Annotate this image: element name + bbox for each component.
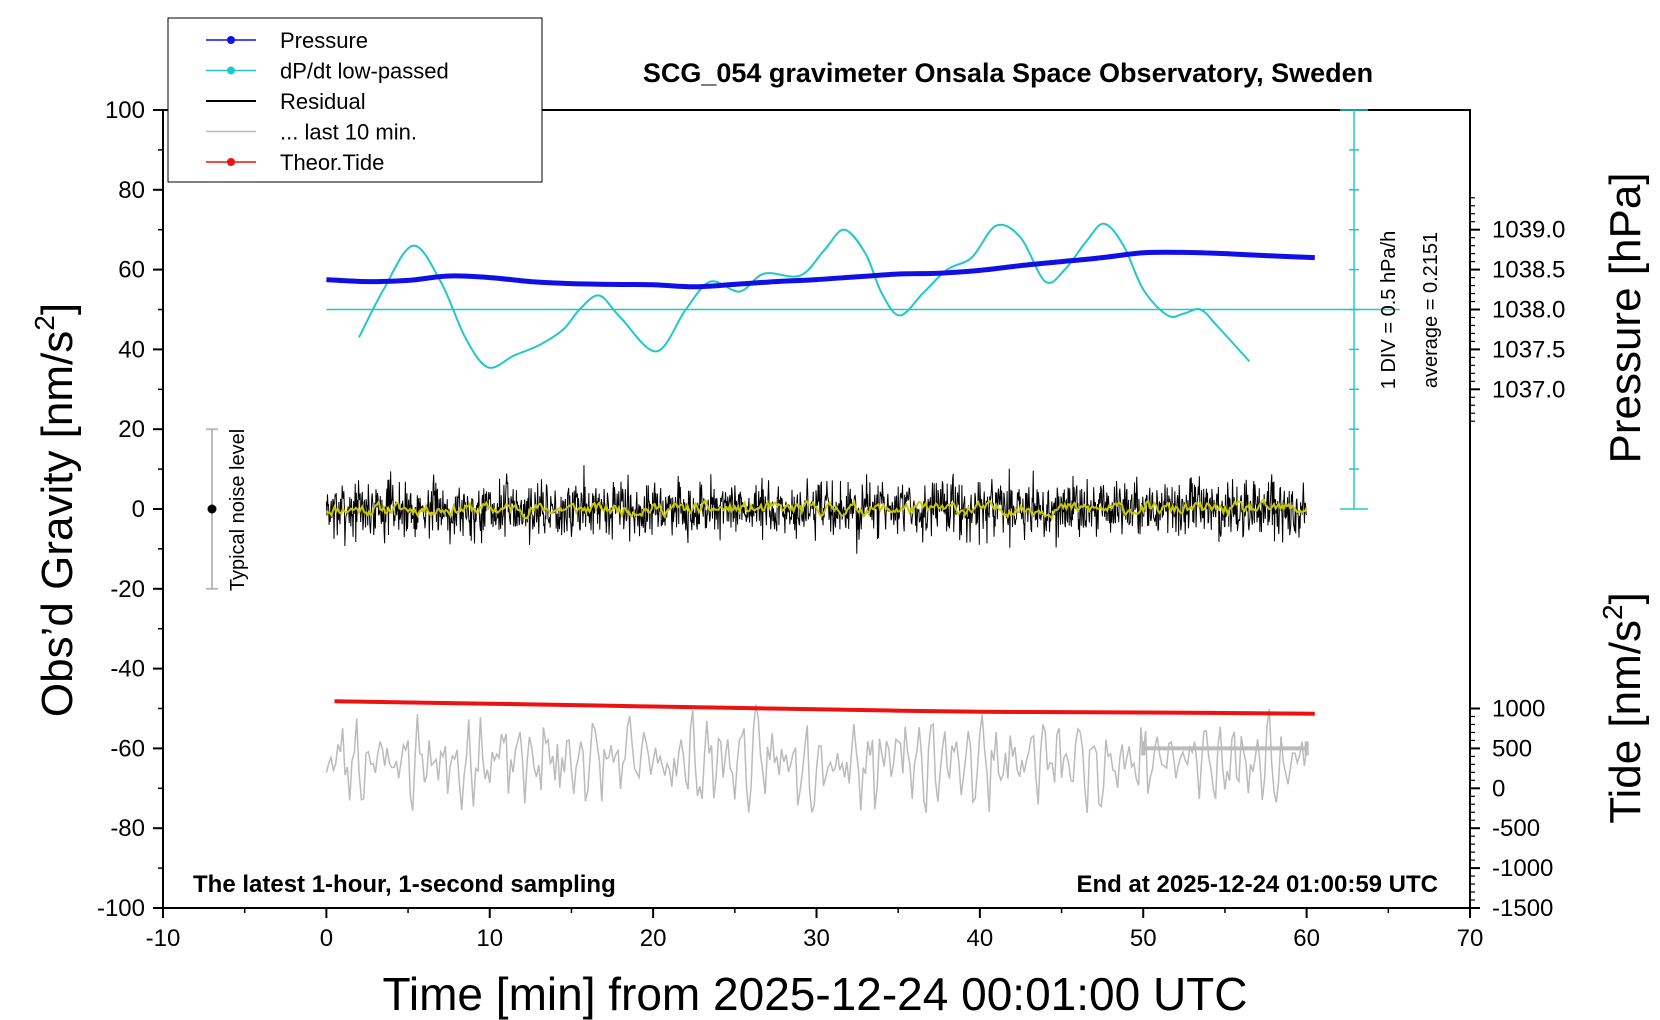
y-left-tick-label: 20 — [118, 416, 145, 443]
y-axis-tide-title-text: Tide [nm/s — [1601, 620, 1650, 824]
note-sampling: The latest 1-hour, 1-second sampling — [193, 871, 616, 898]
x-tick-label: 50 — [1130, 925, 1157, 952]
series-residual — [325, 465, 1308, 554]
y-left-tick-label: -60 — [110, 735, 145, 762]
y-left-tick-label: 80 — [118, 177, 145, 204]
legend-swatch-marker — [227, 36, 235, 44]
pressure-tick-label: 1037.0 — [1492, 376, 1565, 403]
x-tick-label: 30 — [803, 925, 830, 952]
pressure-tick-label: 1038.5 — [1492, 257, 1565, 284]
tide-tick-label: 0 — [1492, 775, 1505, 802]
dpdt-average-label: average = 0.2151 — [1420, 232, 1442, 388]
x-tick-label: 40 — [967, 925, 994, 952]
tide-tick-label: -1000 — [1492, 855, 1553, 882]
series-residual-smoothed — [325, 498, 1308, 520]
dpdt-scale-label: 1 DIV = 0.5 hPa/h — [1378, 231, 1400, 389]
series-dpdt-low-passed — [358, 222, 1251, 369]
y-axis-left-title-text: Obs’d Gravity [nm/s — [33, 331, 82, 717]
y-left-tick-label: -40 — [110, 656, 145, 683]
legend-label: ... last 10 min. — [280, 120, 417, 145]
y-axis-pressure-title: Pressure [hPa] — [1601, 172, 1650, 463]
x-axis-title: Time [min] from 2025-12-24 00:01:00 UTC — [383, 968, 1248, 1020]
pressure-tick-label: 1037.5 — [1492, 336, 1565, 363]
y-left-tick-label: 100 — [105, 97, 145, 124]
y-axis-tide-title-close: ] — [1601, 592, 1650, 604]
y-left-tick-label: 40 — [118, 336, 145, 363]
y-left-tick-label: -100 — [97, 895, 145, 922]
y-axis-tide-title: Tide [nm/s2] — [1597, 592, 1650, 824]
ticks-layer — [153, 109, 1480, 918]
x-tick-label: 60 — [1293, 925, 1320, 952]
y-axis-tide-title-sup: 2 — [1597, 604, 1628, 620]
series-last-10-min — [325, 704, 1308, 813]
legend-swatch-marker — [227, 158, 235, 166]
legend-entries: Pressure dP/dt low-passed Residual ... last… — [206, 28, 449, 175]
x-tick-label: 0 — [320, 925, 333, 952]
legend-label: Theor.Tide — [280, 150, 384, 175]
pressure-tick-label: 1038.0 — [1492, 297, 1565, 324]
y-left-tick-label: 0 — [132, 496, 145, 523]
legend-label: Residual — [280, 89, 366, 114]
series-theor-tide — [334, 699, 1315, 716]
x-tick-label: 10 — [476, 925, 503, 952]
noise-bar-center — [207, 504, 217, 514]
note-end-time: End at 2025-12-24 01:00:59 UTC — [1077, 871, 1439, 898]
x-tick-label: -10 — [146, 925, 181, 952]
y-left-tick-label: 60 — [118, 257, 145, 284]
series-pressure — [326, 249, 1315, 290]
chart-title: SCG_054 gravimeter Onsala Space Observat… — [643, 58, 1373, 88]
marks-layer — [206, 109, 1400, 813]
legend: Pressure dP/dt low-passed Residual ... last… — [167, 17, 543, 183]
noise-level-label: Typical noise level — [227, 429, 249, 591]
pressure-tick-label: 1039.0 — [1492, 217, 1565, 244]
legend-label: dP/dt low-passed — [280, 59, 449, 84]
tide-tick-label: 500 — [1492, 735, 1532, 762]
y-left-tick-label: -80 — [110, 815, 145, 842]
y-left-tick-label: -20 — [110, 576, 145, 603]
tide-tick-label: -500 — [1492, 815, 1540, 842]
tide-tick-label: -1500 — [1492, 895, 1553, 922]
y-axis-left-title-close: ] — [33, 303, 82, 315]
x-tick-label: 70 — [1457, 925, 1484, 952]
tide-tick-label: 1000 — [1492, 696, 1545, 723]
x-tick-label: 20 — [640, 925, 667, 952]
legend-label: Pressure — [280, 28, 368, 53]
y-axis-left-title-sup: 2 — [29, 315, 60, 331]
labels-layer: -10 0 10 20 30 40 50 60 70-100-80-60-40-20020406… — [97, 97, 1565, 952]
y-axis-left-title: Obs’d Gravity [nm/s2] — [29, 303, 82, 717]
legend-swatch-marker — [227, 66, 235, 75]
